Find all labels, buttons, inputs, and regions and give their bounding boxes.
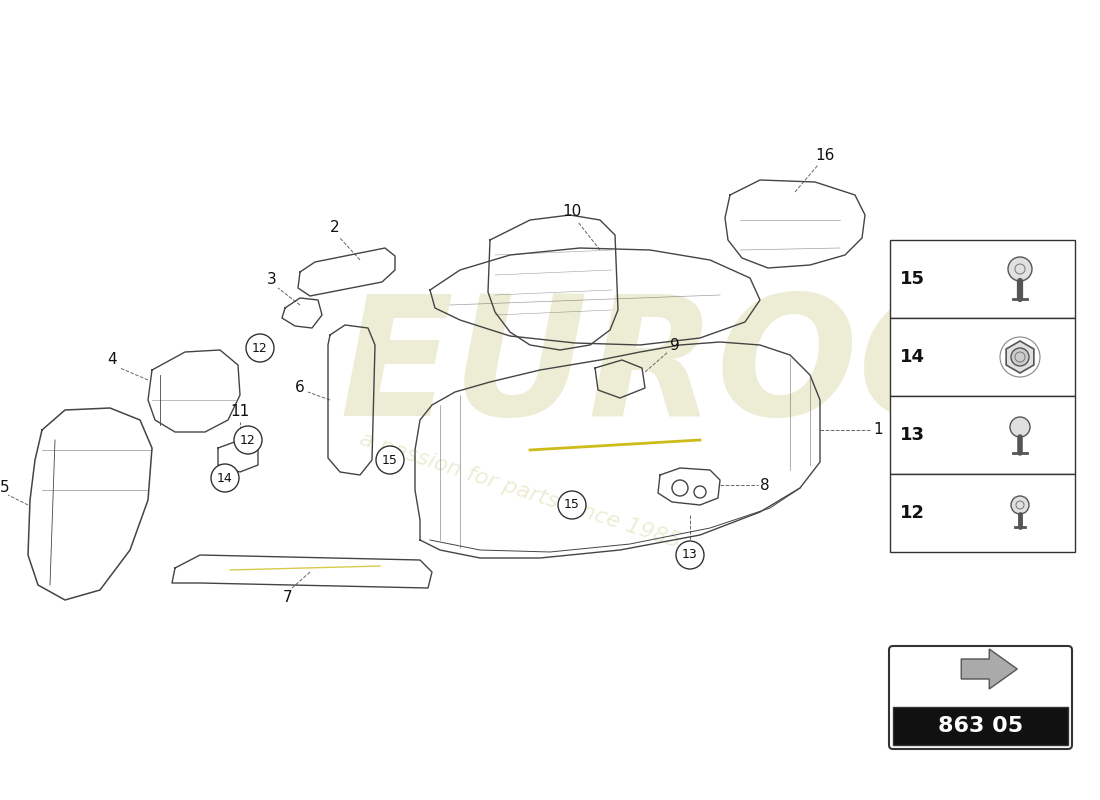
Text: 6: 6 xyxy=(295,381,305,395)
Polygon shape xyxy=(1006,341,1034,373)
Text: 8: 8 xyxy=(760,478,770,493)
Bar xyxy=(890,318,1075,396)
Text: 1: 1 xyxy=(873,422,883,438)
Circle shape xyxy=(1008,257,1032,281)
Circle shape xyxy=(1011,496,1028,514)
Text: 9: 9 xyxy=(670,338,680,353)
Text: 10: 10 xyxy=(562,205,582,219)
Circle shape xyxy=(211,464,239,492)
Bar xyxy=(890,396,1075,474)
Circle shape xyxy=(1010,417,1030,437)
Circle shape xyxy=(246,334,274,362)
Text: 3: 3 xyxy=(267,273,277,287)
Bar xyxy=(893,707,1068,745)
Circle shape xyxy=(676,541,704,569)
Text: 14: 14 xyxy=(217,471,233,485)
Text: EUROC: EUROC xyxy=(340,289,980,451)
Text: 7: 7 xyxy=(283,590,293,606)
Text: 12: 12 xyxy=(240,434,256,446)
Text: 12: 12 xyxy=(900,504,924,522)
Bar xyxy=(890,474,1075,552)
Text: 2: 2 xyxy=(330,221,340,235)
Circle shape xyxy=(558,491,586,519)
Text: 4: 4 xyxy=(107,353,117,367)
Polygon shape xyxy=(961,649,1018,689)
Text: 16: 16 xyxy=(815,147,835,162)
FancyBboxPatch shape xyxy=(889,646,1072,749)
Text: 13: 13 xyxy=(900,426,924,444)
Circle shape xyxy=(1011,348,1028,366)
Text: 15: 15 xyxy=(382,454,398,466)
Text: 863 05: 863 05 xyxy=(938,716,1023,736)
Text: 14: 14 xyxy=(900,348,924,366)
Text: 5: 5 xyxy=(0,479,10,494)
Text: 11: 11 xyxy=(230,405,250,419)
Circle shape xyxy=(376,446,404,474)
Text: 15: 15 xyxy=(564,498,580,511)
Bar xyxy=(890,240,1075,318)
Text: 13: 13 xyxy=(682,549,697,562)
Text: a passion for parts since 1985: a passion for parts since 1985 xyxy=(358,429,683,551)
Text: 12: 12 xyxy=(252,342,268,354)
Circle shape xyxy=(234,426,262,454)
Text: 15: 15 xyxy=(900,270,924,288)
